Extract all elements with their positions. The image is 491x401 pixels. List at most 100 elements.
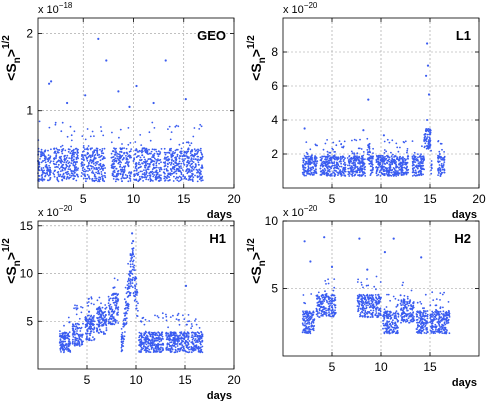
data-point (426, 144, 428, 147)
data-point (313, 173, 315, 176)
data-point (391, 157, 393, 160)
data-point (153, 171, 155, 174)
data-point (323, 161, 326, 163)
data-point (143, 164, 146, 167)
data-point (427, 142, 430, 145)
data-point (167, 172, 170, 175)
data-point (49, 171, 52, 174)
data-point (134, 141, 137, 143)
data-point (170, 346, 173, 349)
data-point (311, 154, 313, 157)
data-point (432, 299, 435, 301)
data-point (150, 342, 152, 345)
data-point (412, 171, 414, 174)
data-point (56, 166, 58, 168)
data-point (416, 174, 419, 177)
data-point (110, 164, 113, 167)
data-point (155, 158, 158, 161)
data-point (123, 298, 126, 301)
data-point (392, 173, 394, 176)
data-point (384, 155, 386, 158)
data-point (82, 158, 84, 161)
data-point (139, 334, 142, 337)
data-point (194, 174, 196, 177)
data-point (302, 313, 304, 316)
data-point (175, 176, 178, 179)
data-point (102, 167, 105, 170)
data-point (308, 321, 311, 324)
data-point (108, 299, 110, 302)
data-point (388, 160, 391, 163)
data-point (60, 130, 63, 133)
data-point (383, 152, 386, 154)
data-point (143, 349, 146, 352)
x-tick-label: 10 (129, 373, 143, 387)
data-point (64, 340, 67, 343)
data-point (82, 145, 85, 147)
data-point (169, 341, 172, 344)
data-point (71, 149, 74, 152)
outlier-point (97, 306, 100, 309)
data-point (364, 158, 366, 161)
data-point (424, 325, 426, 328)
data-point (142, 180, 145, 182)
data-point (114, 180, 117, 183)
data-point (147, 178, 150, 181)
data-point (173, 168, 176, 171)
data-point (192, 135, 195, 138)
data-point (86, 320, 88, 323)
data-point (132, 292, 135, 295)
data-point (60, 145, 62, 148)
data-point (190, 150, 193, 152)
data-point (117, 293, 119, 295)
data-point (178, 323, 181, 326)
data-point (115, 151, 118, 154)
data-point (140, 150, 142, 153)
data-point (363, 303, 366, 306)
data-point (357, 278, 359, 281)
data-point (337, 157, 340, 160)
data-point (364, 172, 366, 175)
data-point (157, 150, 160, 153)
data-point (184, 339, 187, 342)
data-point (302, 168, 305, 171)
data-point (198, 350, 201, 353)
data-point (58, 342, 61, 344)
data-point (72, 324, 74, 326)
data-point (391, 314, 394, 316)
outlier-point (427, 93, 431, 96)
data-point (145, 173, 147, 176)
data-point (162, 161, 165, 164)
data-point (158, 176, 161, 179)
data-point (98, 179, 100, 182)
y-exponent-label: x 10−20 (38, 204, 73, 219)
data-point (41, 151, 44, 154)
data-point (149, 339, 151, 342)
data-points (37, 37, 204, 183)
data-point (63, 177, 66, 180)
data-point (78, 317, 81, 320)
y-axis-label: <Sn>1/2 (1, 238, 23, 284)
data-point (165, 315, 168, 318)
data-point (424, 293, 427, 296)
data-point (194, 318, 197, 320)
data-point (437, 156, 440, 159)
data-point (167, 159, 169, 161)
data-point (422, 155, 425, 158)
data-point (179, 150, 182, 153)
data-point (200, 125, 203, 128)
data-point (352, 172, 354, 175)
data-point (39, 152, 42, 154)
data-point (190, 158, 193, 161)
data-point (405, 173, 408, 176)
data-point (123, 177, 126, 180)
data-point (352, 161, 355, 164)
data-point (187, 314, 190, 316)
data-point (180, 342, 182, 345)
data-point (96, 151, 99, 153)
data-point (178, 343, 181, 346)
data-point (325, 161, 327, 164)
data-point (138, 351, 141, 353)
data-point (118, 161, 120, 164)
data-point (120, 328, 123, 330)
